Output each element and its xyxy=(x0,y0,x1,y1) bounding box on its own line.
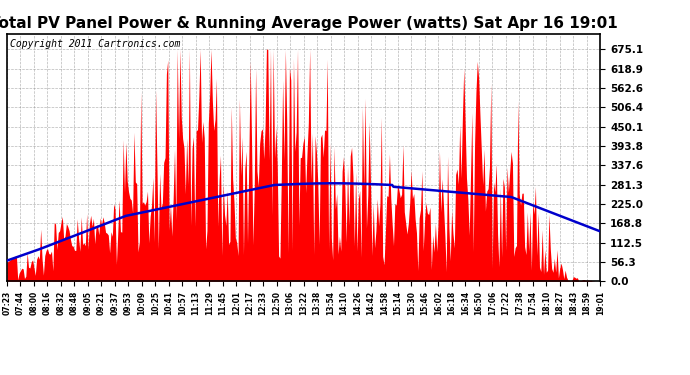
Text: Copyright 2011 Cartronics.com: Copyright 2011 Cartronics.com xyxy=(10,39,180,49)
Title: Total PV Panel Power & Running Average Power (watts) Sat Apr 16 19:01: Total PV Panel Power & Running Average P… xyxy=(0,16,618,31)
